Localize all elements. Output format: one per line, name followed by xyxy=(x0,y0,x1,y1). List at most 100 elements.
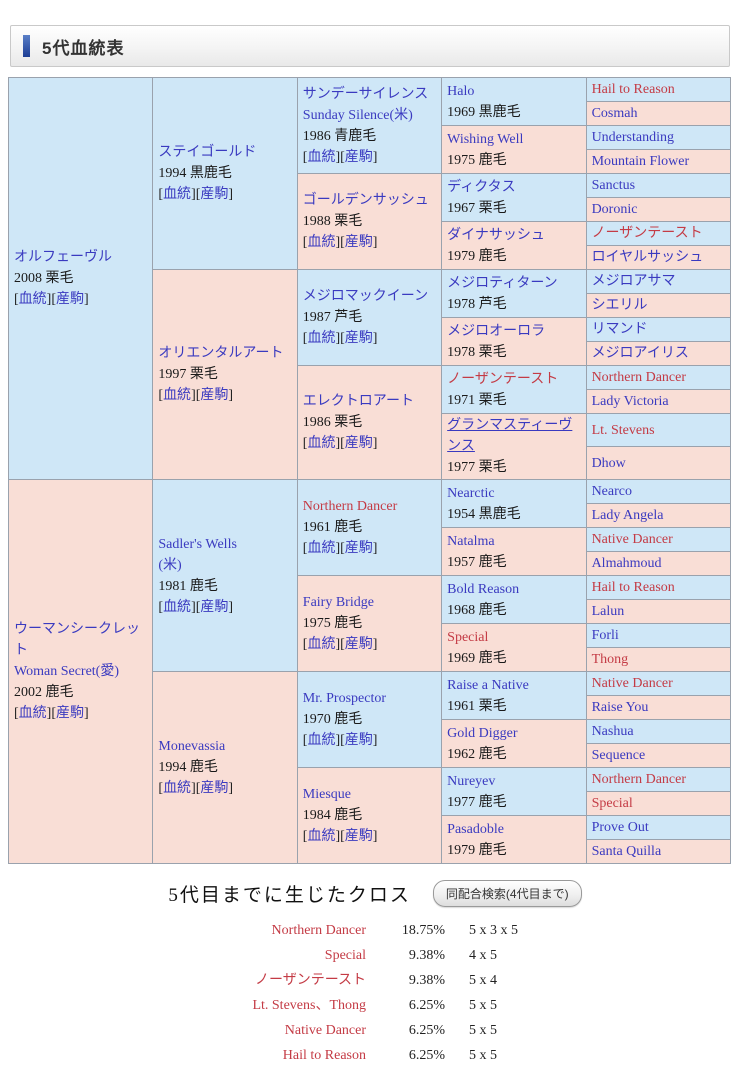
horse-link[interactable]: Hail to Reason xyxy=(591,82,675,97)
horse-link[interactable]: Sadler's Wells xyxy=(158,536,237,552)
pedigree-cell-g5: Native Dancer xyxy=(585,527,732,552)
horse-link[interactable]: Mr. Prospector xyxy=(302,691,386,706)
blood-link[interactable]: 血統 xyxy=(18,706,47,721)
pedigree-cell-g4: Nearctic 1954 黒鹿毛 xyxy=(441,479,587,528)
horse-link[interactable]: Lalun xyxy=(591,604,625,619)
horse-link[interactable]: Gold Digger xyxy=(447,725,518,741)
horse-link[interactable]: Sequence xyxy=(591,748,646,763)
horse-link[interactable]: Northern Dancer xyxy=(591,370,687,385)
horse-link[interactable]: Raise You xyxy=(591,700,649,715)
horse-link[interactable]: メジロアサマ xyxy=(591,274,676,289)
blood-link[interactable]: 血統 xyxy=(307,637,336,652)
offspring-link[interactable]: 産駒 xyxy=(56,706,85,721)
horse-link[interactable]: Nashua xyxy=(591,724,634,739)
horse-link[interactable]: Lady Victoria xyxy=(591,394,669,409)
blood-link[interactable]: 血統 xyxy=(307,436,336,451)
horse-link[interactable]: Monevassia xyxy=(158,739,226,754)
horse-link-en[interactable]: Sunday Silence(米) xyxy=(302,107,413,123)
blood-link[interactable]: 血統 xyxy=(18,292,47,307)
horse-link[interactable]: Raise a Native xyxy=(447,677,529,693)
same-mating-search-button[interactable]: 同配合検索(4代目まで) xyxy=(432,880,582,907)
horse-link[interactable]: Special xyxy=(591,796,633,811)
pedigree-cell-g4: ディクタス 1967 栗毛 xyxy=(441,173,587,222)
horse-link[interactable]: Forli xyxy=(591,628,619,643)
offspring-link[interactable]: 産駒 xyxy=(200,187,229,202)
horse-link[interactable]: ウーマンシークレット xyxy=(14,622,140,658)
blood-link[interactable]: 血統 xyxy=(307,235,336,250)
horse-link[interactable]: Hail to Reason xyxy=(591,580,675,595)
horse-link[interactable]: オリエンタルアート xyxy=(158,346,284,361)
blood-link[interactable]: 血統 xyxy=(163,187,192,202)
offspring-link[interactable]: 産駒 xyxy=(344,235,373,250)
horse-link[interactable]: Nearco xyxy=(591,484,632,499)
offspring-link[interactable]: 産駒 xyxy=(344,733,373,748)
horse-link[interactable]: メジロオーロラ xyxy=(447,323,546,339)
horse-link[interactable]: Lt. Stevens xyxy=(591,422,655,438)
horse-link[interactable]: Miesque xyxy=(302,787,351,802)
horse-link[interactable]: ステイゴールド xyxy=(158,145,257,160)
blood-link[interactable]: 血統 xyxy=(163,388,192,403)
horse-link[interactable]: Almahmoud xyxy=(591,556,662,571)
horse-link[interactable]: ダイナサッシュ xyxy=(447,227,545,243)
horse-link[interactable]: サンデーサイレンス xyxy=(302,86,429,102)
blood-link[interactable]: 血統 xyxy=(307,541,336,556)
blood-link[interactable]: 血統 xyxy=(307,733,336,748)
blood-link[interactable]: 血統 xyxy=(307,149,336,165)
horse-link[interactable]: Northern Dancer xyxy=(591,772,687,787)
horse-link-en[interactable]: (米) xyxy=(158,557,182,573)
horse-link[interactable]: Doronic xyxy=(591,202,638,217)
horse-link[interactable]: Native Dancer xyxy=(591,676,673,691)
horse-link[interactable]: Natalma xyxy=(447,533,495,549)
horse-link[interactable]: ゴールデンサッシュ xyxy=(302,193,429,208)
horse-link[interactable]: Mountain Flower xyxy=(591,154,690,169)
horse-link[interactable]: メジロティターン xyxy=(447,275,558,291)
horse-link[interactable]: Understanding xyxy=(591,130,674,145)
horse-link[interactable]: Native Dancer xyxy=(591,532,673,547)
horse-link[interactable]: メジロアイリス xyxy=(591,346,689,361)
offspring-link[interactable]: 産駒 xyxy=(344,331,373,346)
horse-sublinks: [血統][産駒] xyxy=(302,331,378,346)
offspring-link[interactable]: 産駒 xyxy=(200,388,229,403)
horse-link[interactable]: Lady Angela xyxy=(591,508,664,523)
horse-link[interactable]: エレクトロアート xyxy=(302,394,414,409)
horse-link[interactable]: Santa Quilla xyxy=(591,844,662,859)
horse-link[interactable]: Dhow xyxy=(591,455,626,471)
horse-link[interactable]: ノーザンテースト xyxy=(447,371,559,387)
blood-link[interactable]: 血統 xyxy=(307,331,336,346)
pedigree-cell-g4: Nureyev 1977 鹿毛 xyxy=(441,767,587,816)
horse-link[interactable]: Thong xyxy=(591,652,629,667)
horse-link[interactable]: Cosmah xyxy=(591,106,638,121)
horse-link[interactable]: Nureyev xyxy=(447,773,496,789)
horse-link[interactable]: Pasadoble xyxy=(447,821,504,837)
offspring-link[interactable]: 産駒 xyxy=(344,436,373,451)
horse-link[interactable]: Nearctic xyxy=(447,485,495,501)
horse-link[interactable]: Sanctus xyxy=(591,178,636,193)
horse-link[interactable]: Wishing Well xyxy=(447,131,524,147)
offspring-link[interactable]: 産駒 xyxy=(344,829,373,844)
pedigree-cell-g4: Raise a Native 1961 栗毛 xyxy=(441,671,587,720)
blood-link[interactable]: 血統 xyxy=(307,829,336,844)
horse-link[interactable]: Fairy Bridge xyxy=(302,595,374,610)
horse-link[interactable]: シエリル xyxy=(591,298,648,313)
horse-link[interactable]: Bold Reason xyxy=(447,581,520,597)
horse-link-en[interactable]: Woman Secret(愛) xyxy=(14,664,119,679)
horse-link[interactable]: オルフェーヴル xyxy=(14,250,112,265)
offspring-link[interactable]: 産駒 xyxy=(344,541,373,556)
offspring-link[interactable]: 産駒 xyxy=(56,292,85,307)
offspring-link[interactable]: 産駒 xyxy=(200,599,229,615)
offspring-link[interactable]: 産駒 xyxy=(344,149,373,165)
blood-link[interactable]: 血統 xyxy=(163,781,192,796)
horse-link[interactable]: ディクタス xyxy=(447,179,516,195)
horse-link[interactable]: リマンド xyxy=(591,322,648,337)
horse-link[interactable]: ロイヤルサッシュ xyxy=(591,250,704,265)
horse-link[interactable]: ノーザンテースト xyxy=(591,226,703,241)
blood-link[interactable]: 血統 xyxy=(163,599,192,615)
horse-link[interactable]: メジロマックイーン xyxy=(302,289,429,304)
offspring-link[interactable]: 産駒 xyxy=(200,781,229,796)
horse-link[interactable]: Special xyxy=(447,629,489,645)
horse-link[interactable]: Northern Dancer xyxy=(302,499,398,514)
horse-link[interactable]: グランマスティーヴンス xyxy=(447,418,573,454)
offspring-link[interactable]: 産駒 xyxy=(344,637,373,652)
horse-link[interactable]: Halo xyxy=(447,83,475,99)
horse-link[interactable]: Prove Out xyxy=(591,820,649,835)
